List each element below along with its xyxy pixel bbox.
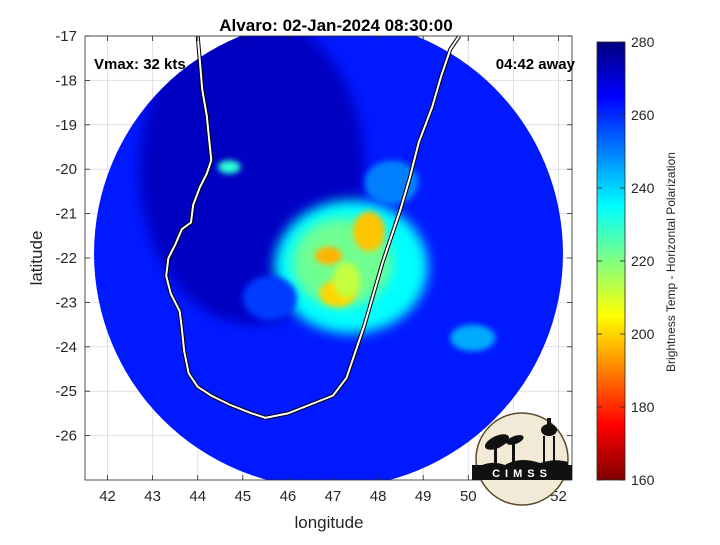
colorbar-tick-label: 240 — [631, 180, 655, 196]
x-tick-label: 48 — [370, 488, 387, 505]
y-tick-label: -23 — [55, 294, 77, 311]
y-tick-label: -24 — [55, 339, 77, 356]
brightness-feature — [218, 160, 241, 174]
y-tick-label: -25 — [55, 383, 77, 400]
colorbar-tick-label: 280 — [631, 34, 655, 50]
colorbar-ticks: 280 260 240 220 200 180 160 — [597, 34, 655, 488]
colorbar-tick-label: 180 — [631, 399, 655, 415]
brightness-feature — [314, 246, 343, 265]
brightness-feature — [450, 324, 496, 352]
chart-title: Alvaro: 02-Jan-2024 08:30:00 — [219, 16, 452, 35]
x-tick-label: 45 — [234, 488, 251, 505]
y-tick-label: -26 — [55, 428, 77, 445]
y-tick-label: -18 — [55, 72, 77, 89]
time-away-annotation: 04:42 away — [496, 56, 576, 73]
coastline — [165, 36, 461, 419]
logo-text: CIMSS — [492, 468, 552, 480]
colorbar-tick-label: 220 — [631, 253, 655, 269]
colorbar-tick-label: 200 — [631, 326, 655, 342]
x-axis-label: longitude — [294, 513, 363, 532]
x-tick-label: 42 — [99, 488, 116, 505]
colorbar-label: Brightness Temp - Horizontal Polarizatio… — [664, 152, 678, 372]
y-tick-label: -19 — [55, 117, 77, 134]
y-axis-ticks: -17 -18 -19 -20 -21 -22 -23 -24 -25 -26 — [55, 28, 572, 445]
colorbar-tick-label: 260 — [631, 107, 655, 123]
brightness-feature — [353, 211, 385, 252]
vmax-annotation: Vmax: 32 kts — [94, 56, 186, 73]
x-tick-label: 50 — [460, 488, 477, 505]
colorbar-tick-label: 160 — [631, 472, 655, 488]
microwave-swath — [94, 36, 563, 480]
x-tick-label: 49 — [415, 488, 432, 505]
x-tick-label: 46 — [280, 488, 297, 505]
cimss-logo: CIMSS — [472, 412, 572, 506]
y-tick-label: -21 — [55, 206, 77, 223]
x-tick-label: 43 — [144, 488, 161, 505]
y-tick-label: -20 — [55, 161, 77, 178]
y-tick-label: -22 — [55, 250, 77, 267]
y-axis-label: latitude — [27, 231, 46, 286]
logo-artwork — [472, 418, 572, 480]
brightness-feature — [242, 275, 297, 321]
x-tick-label: 47 — [325, 488, 342, 505]
colorbar: 280 260 240 220 200 180 160 Brightness Temp - … — [596, 34, 678, 488]
brightness-feature — [333, 262, 361, 298]
y-tick-label: -17 — [55, 28, 77, 45]
x-tick-label: 44 — [189, 488, 206, 505]
